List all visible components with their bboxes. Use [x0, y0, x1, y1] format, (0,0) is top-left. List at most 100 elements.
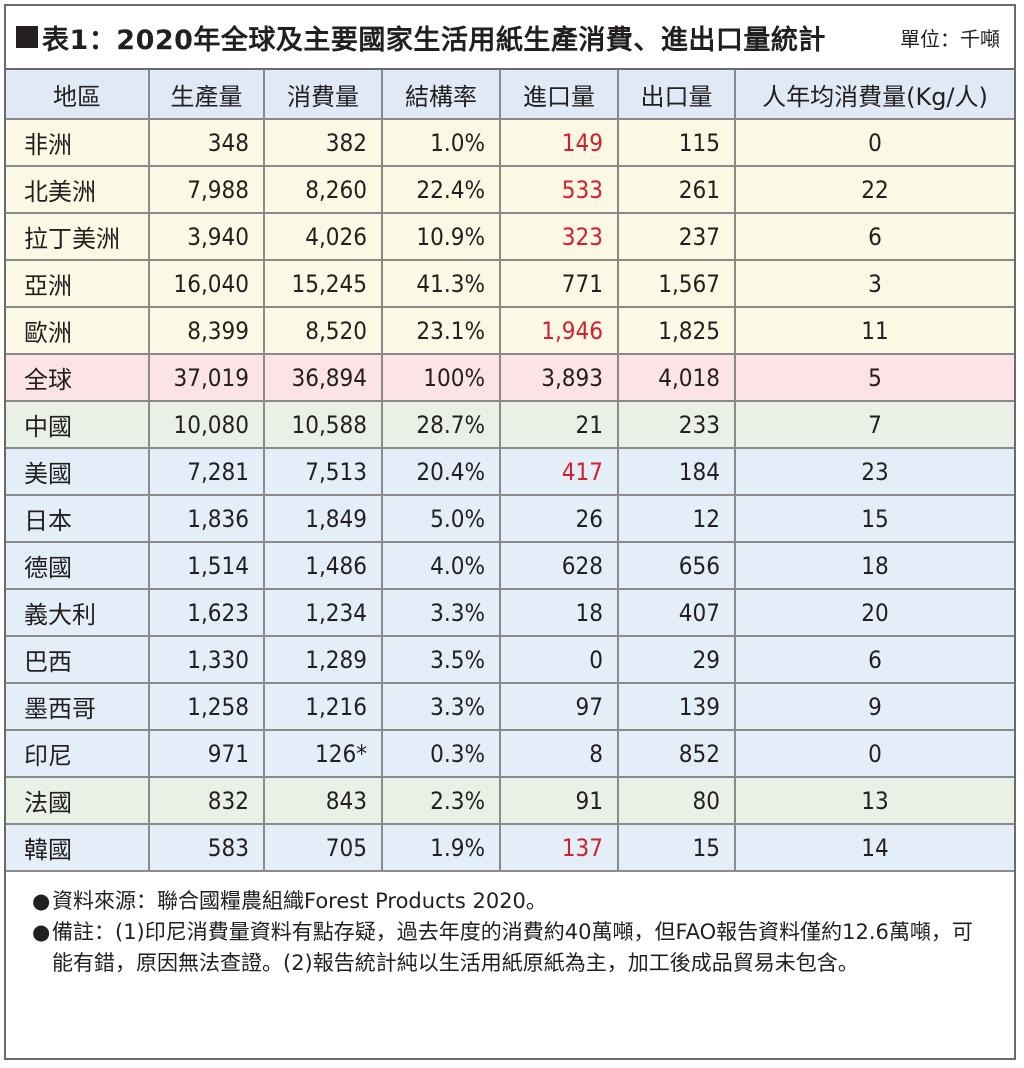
table-row: 美國 7,281 7,513 20.4% 417 184 23	[6, 448, 1014, 496]
cell-exports: 12	[618, 495, 736, 543]
cell-production: 8,399	[149, 307, 265, 355]
table-row: 非洲 348 382 1.0% 149 115 0	[6, 119, 1014, 167]
cell-consumption: 8,520	[264, 307, 383, 355]
cell-region: 北美洲	[6, 166, 150, 214]
cell-consumption: 4,026	[264, 213, 383, 261]
cell-consumption: 36,894	[264, 354, 383, 402]
cell-exports: 852	[618, 730, 736, 778]
column-header-production: 生產量	[149, 70, 265, 120]
table-row: 歐洲 8,399 8,520 23.1% 1,946 1,825 11	[6, 307, 1014, 355]
cell-per-capita: 11	[735, 307, 1014, 355]
table-row: 日本 1,836 1,849 5.0% 26 12 15	[6, 495, 1014, 543]
note-text: 資料來源：聯合國糧農組織Forest Products 2020。	[52, 889, 547, 913]
cell-per-capita: 23	[735, 448, 1014, 496]
cell-production: 583	[149, 824, 265, 872]
column-header-per-capita: 人年均消費量(Kg/人)	[735, 70, 1014, 120]
cell-share: 41.3%	[382, 260, 501, 308]
cell-region: 墨西哥	[6, 683, 150, 731]
notes-section: ● 資料來源：聯合國糧農組織Forest Products 2020。 ● 備註：(1…	[6, 872, 1014, 979]
cell-production: 37,019	[149, 354, 265, 402]
cell-consumption: 382	[264, 119, 383, 167]
cell-imports: 3,893	[500, 354, 619, 402]
cell-share: 3.3%	[382, 683, 501, 731]
cell-production: 3,940	[149, 213, 265, 261]
cell-exports: 233	[618, 401, 736, 449]
cell-region: 義大利	[6, 589, 150, 637]
cell-imports: 137	[500, 824, 619, 872]
cell-consumption: 1,234	[264, 589, 383, 637]
cell-share: 0.3%	[382, 730, 501, 778]
cell-consumption: 1,216	[264, 683, 383, 731]
cell-per-capita: 6	[735, 636, 1014, 684]
cell-per-capita: 15	[735, 495, 1014, 543]
cell-region: 中國	[6, 401, 150, 449]
cell-region: 印尼	[6, 730, 150, 778]
cell-consumption: 1,486	[264, 542, 383, 590]
cell-exports: 80	[618, 777, 736, 825]
table-body: 非洲 348 382 1.0% 149 115 0 北美洲 7,988 8,260 22.4% 533…	[6, 119, 1014, 872]
table-row: 中國 10,080 10,588 28.7% 21 233 7	[6, 401, 1014, 449]
cell-share: 2.3%	[382, 777, 501, 825]
cell-per-capita: 22	[735, 166, 1014, 214]
cell-exports: 1,567	[618, 260, 736, 308]
table-row: 全球 37,019 36,894 100% 3,893 4,018 5	[6, 354, 1014, 402]
table-row: 印尼 971 126* 0.3% 8 852 0	[6, 730, 1014, 778]
cell-exports: 237	[618, 213, 736, 261]
cell-imports: 533	[500, 166, 619, 214]
cell-consumption: 705	[264, 824, 383, 872]
table-row: 巴西 1,330 1,289 3.5% 0 29 6	[6, 636, 1014, 684]
cell-per-capita: 13	[735, 777, 1014, 825]
cell-exports: 407	[618, 589, 736, 637]
table-row: 拉丁美洲 3,940 4,026 10.9% 323 237 6	[6, 213, 1014, 261]
table-row: 義大利 1,623 1,234 3.3% 18 407 20	[6, 589, 1014, 637]
cell-region: 亞洲	[6, 260, 150, 308]
cell-exports: 261	[618, 166, 736, 214]
cell-imports: 628	[500, 542, 619, 590]
column-header-consumption: 消費量	[264, 70, 383, 120]
cell-consumption: 10,588	[264, 401, 383, 449]
cell-production: 16,040	[149, 260, 265, 308]
cell-production: 10,080	[149, 401, 265, 449]
cell-exports: 139	[618, 683, 736, 731]
cell-production: 7,281	[149, 448, 265, 496]
cell-per-capita: 3	[735, 260, 1014, 308]
column-header-imports: 進口量	[500, 70, 619, 120]
table-row: 墨西哥 1,258 1,216 3.3% 97 139 9	[6, 683, 1014, 731]
cell-imports: 0	[500, 636, 619, 684]
table-row: 亞洲 16,040 15,245 41.3% 771 1,567 3	[6, 260, 1014, 308]
cell-share: 1.0%	[382, 119, 501, 167]
cell-share: 23.1%	[382, 307, 501, 355]
cell-imports: 417	[500, 448, 619, 496]
cell-exports: 1,825	[618, 307, 736, 355]
cell-per-capita: 20	[735, 589, 1014, 637]
square-bullet-icon	[16, 26, 38, 48]
cell-per-capita: 14	[735, 824, 1014, 872]
table-row: 韓國 583 705 1.9% 137 15 14	[6, 824, 1014, 872]
cell-per-capita: 5	[735, 354, 1014, 402]
cell-production: 971	[149, 730, 265, 778]
cell-production: 1,330	[149, 636, 265, 684]
table-row: 北美洲 7,988 8,260 22.4% 533 261 22	[6, 166, 1014, 214]
cell-share: 22.4%	[382, 166, 501, 214]
cell-per-capita: 7	[735, 401, 1014, 449]
cell-exports: 4,018	[618, 354, 736, 402]
cell-consumption: 843	[264, 777, 383, 825]
cell-exports: 115	[618, 119, 736, 167]
column-header-share: 結構率	[382, 70, 501, 120]
column-header-region: 地區	[6, 70, 150, 120]
unit-label: 單位：千噸	[900, 26, 1000, 51]
cell-exports: 29	[618, 636, 736, 684]
cell-share: 5.0%	[382, 495, 501, 543]
cell-production: 348	[149, 119, 265, 167]
cell-region: 巴西	[6, 636, 150, 684]
cell-consumption: 15,245	[264, 260, 383, 308]
column-header-exports: 出口量	[618, 70, 736, 120]
cell-imports: 26	[500, 495, 619, 543]
cell-imports: 21	[500, 401, 619, 449]
cell-per-capita: 0	[735, 730, 1014, 778]
cell-consumption: 8,260	[264, 166, 383, 214]
note-item: ● 備註：(1)印尼消費量資料有點存疑，過去年度的消費約40萬噸，但FAO報告資料…	[32, 917, 988, 979]
cell-share: 3.5%	[382, 636, 501, 684]
cell-imports: 1,946	[500, 307, 619, 355]
cell-region: 非洲	[6, 119, 150, 167]
